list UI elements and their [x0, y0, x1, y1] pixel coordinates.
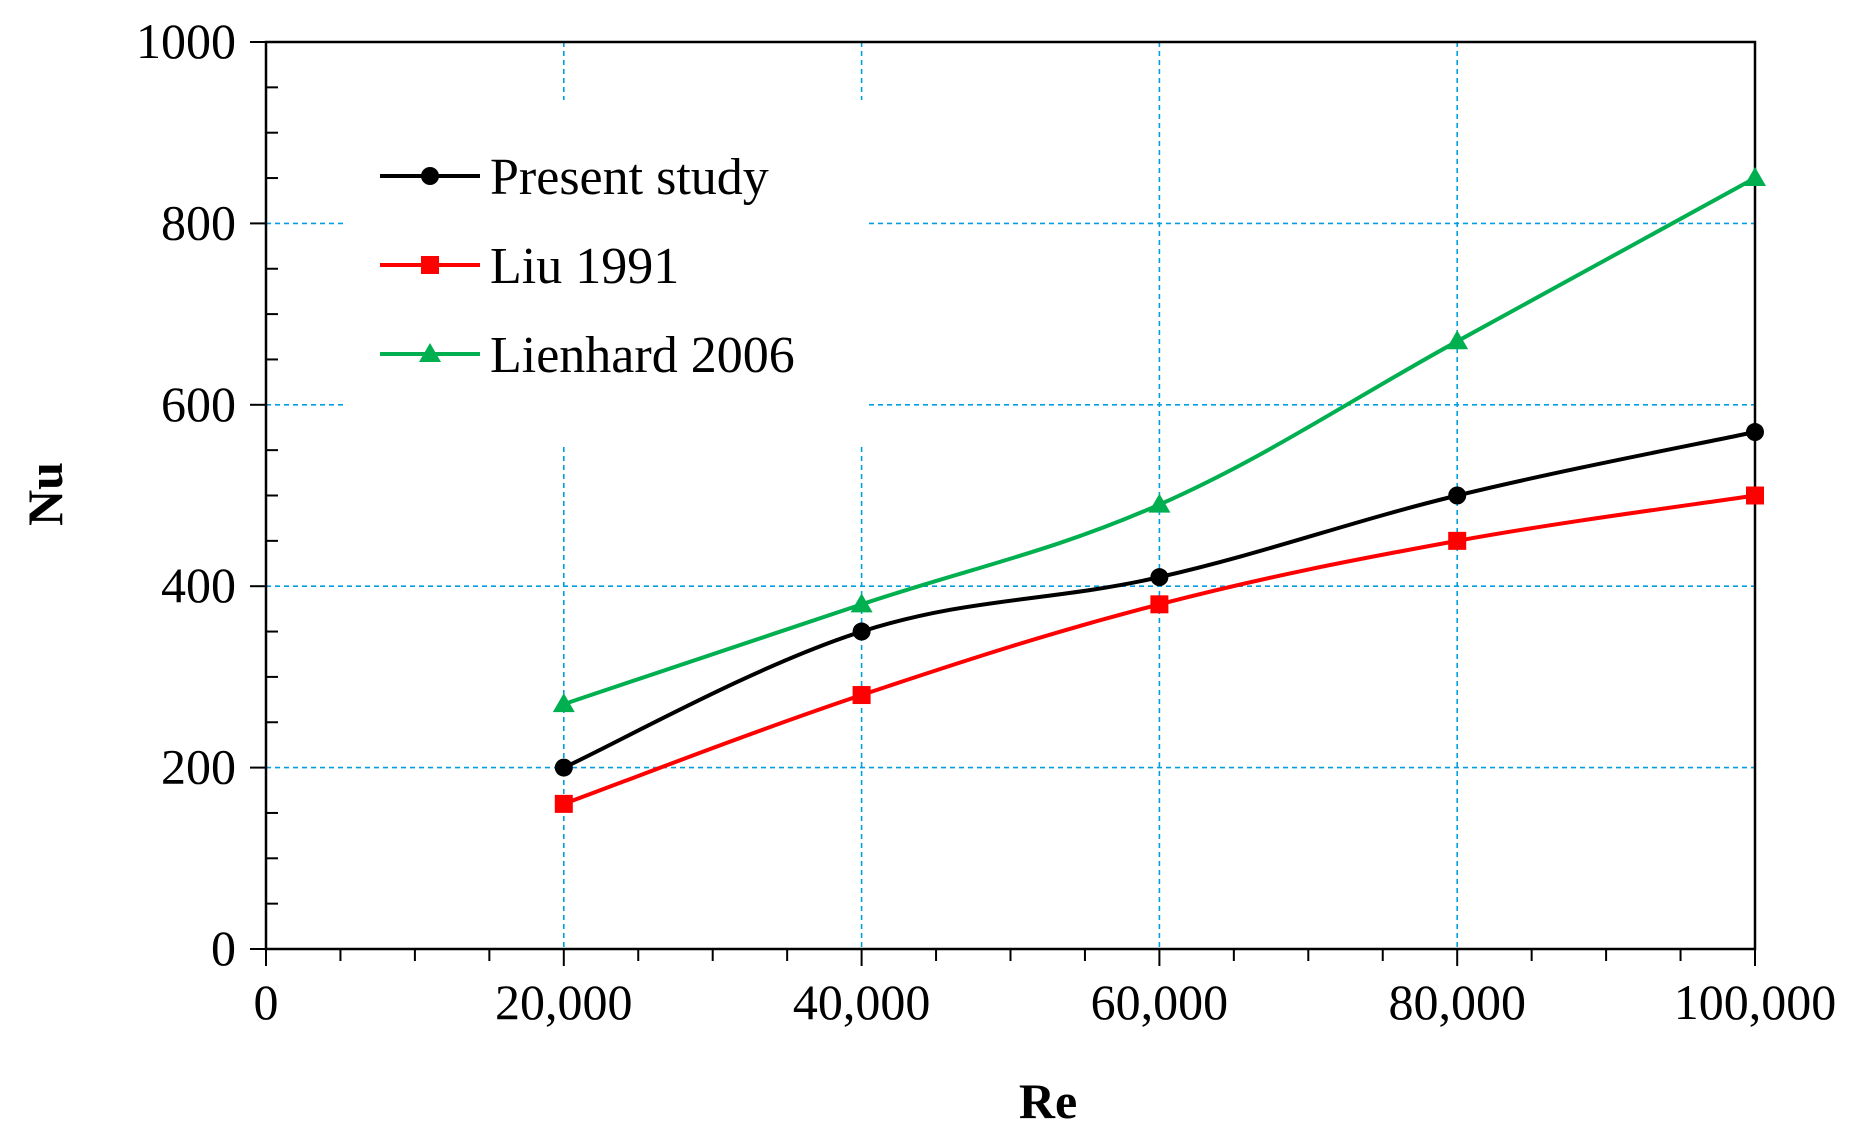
y-tick-label: 0: [211, 920, 236, 976]
data-point: [1746, 486, 1764, 505]
data-point: [1150, 568, 1169, 587]
x-tick-label: 0: [254, 974, 279, 1030]
data-point: [554, 794, 573, 813]
x-axis-title: Re: [1019, 1073, 1077, 1129]
data-point: [1148, 493, 1171, 513]
data-point: [850, 593, 873, 613]
data-point: [1448, 531, 1467, 550]
x-tick-label: 40,000: [793, 974, 931, 1030]
x-tick-label: 80,000: [1388, 974, 1526, 1030]
legend-marker: [419, 343, 441, 362]
legend: Present study Liu 1991 Lienhard 2006: [345, 100, 865, 445]
y-tick-label: 800: [161, 194, 236, 250]
axis-labels: Re Nu: [17, 462, 1077, 1129]
data-point: [1448, 486, 1467, 505]
y-tick-label: 200: [161, 739, 236, 795]
data-point: [552, 693, 575, 713]
legend-label: Liu 1991: [490, 238, 679, 295]
y-tick-label: 400: [161, 557, 236, 613]
x-tick-label: 20,000: [495, 974, 633, 1030]
legend-marker: [421, 167, 439, 185]
y-tick-label: 600: [161, 376, 236, 432]
data-point: [554, 758, 573, 777]
data-point: [1150, 595, 1169, 614]
y-axis-title: Nu: [17, 462, 73, 526]
data-point: [1744, 167, 1766, 187]
data-point: [1446, 330, 1469, 350]
x-tick-label: 100,000: [1674, 974, 1837, 1030]
y-tick-label: 1000: [136, 13, 236, 69]
data-point: [852, 622, 871, 641]
legend-label: Lienhard 2006: [490, 327, 795, 384]
data-series: [552, 167, 1766, 813]
legend-marker: [421, 256, 439, 274]
legend-label: Present study: [490, 149, 769, 206]
x-tick-label: 60,000: [1091, 974, 1229, 1030]
data-point: [1746, 423, 1764, 442]
data-point: [852, 686, 871, 705]
